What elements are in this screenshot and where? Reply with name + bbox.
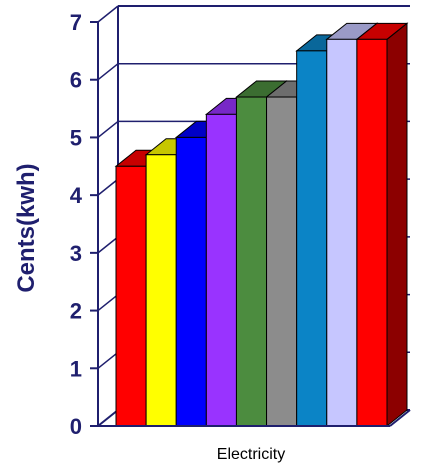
bar-front [145, 154, 177, 427]
x-category-label: Electricity [217, 446, 285, 463]
gridline-diagonal [97, 5, 119, 23]
bar [355, 22, 409, 428]
bar-front [326, 38, 358, 427]
gridline-diagonal [97, 178, 119, 196]
y-tick-label: 6 [70, 68, 82, 93]
y-tick-label: 3 [70, 241, 82, 266]
bar-front [356, 38, 388, 427]
floor-left-edge [97, 409, 119, 427]
gridline-diagonal [97, 120, 119, 139]
bar-front [115, 165, 147, 427]
bar-side [386, 22, 408, 428]
bar-front [205, 113, 237, 427]
gridline-diagonal [97, 236, 119, 254]
bar-front [175, 136, 207, 427]
floor-right-edge [389, 409, 411, 427]
y-tick-label: 5 [70, 125, 82, 150]
y-tick-label: 0 [70, 414, 82, 439]
y-axis-title: Cents(kwh) [13, 163, 40, 292]
bar-front [296, 50, 328, 427]
y-tick-label: 7 [70, 10, 82, 35]
bar-front [235, 96, 268, 427]
gridline-diagonal [97, 293, 119, 312]
bar-front [266, 96, 298, 427]
bars-group [114, 22, 409, 428]
axes [90, 21, 390, 427]
y-tick-label: 4 [70, 183, 83, 208]
y-tick-label: 1 [70, 356, 82, 381]
gridline-diagonal [97, 63, 119, 81]
y-tick-labels: 0 1 2 3 4 5 6 7 [70, 10, 83, 439]
gridline-diagonal [97, 351, 119, 369]
y-tick-label: 2 [70, 299, 82, 324]
